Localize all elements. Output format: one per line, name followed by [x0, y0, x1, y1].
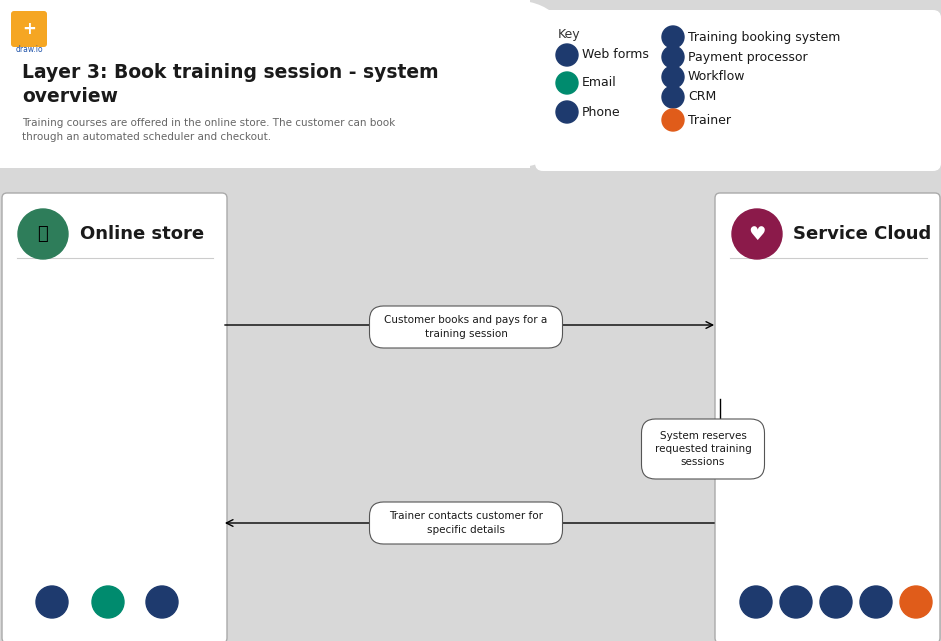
- Text: ♥: ♥: [748, 224, 766, 244]
- FancyBboxPatch shape: [0, 0, 530, 168]
- FancyBboxPatch shape: [715, 193, 940, 641]
- Circle shape: [146, 586, 178, 618]
- FancyBboxPatch shape: [11, 11, 47, 47]
- Circle shape: [18, 209, 68, 259]
- Circle shape: [900, 586, 932, 618]
- Text: Web forms: Web forms: [582, 49, 649, 62]
- Circle shape: [556, 72, 578, 94]
- Circle shape: [556, 101, 578, 123]
- Text: System reserves
requested training
sessions: System reserves requested training sessi…: [655, 431, 751, 467]
- Circle shape: [860, 586, 892, 618]
- Text: Trainer contacts customer for
specific details: Trainer contacts customer for specific d…: [389, 512, 543, 535]
- Text: Key: Key: [558, 28, 581, 41]
- Text: Layer 3: Book training session - system
overview: Layer 3: Book training session - system …: [22, 63, 439, 106]
- Text: Payment processor: Payment processor: [688, 51, 807, 63]
- Circle shape: [662, 86, 684, 108]
- Circle shape: [732, 209, 782, 259]
- FancyBboxPatch shape: [535, 10, 941, 171]
- Text: Trainer: Trainer: [688, 113, 731, 126]
- FancyBboxPatch shape: [642, 419, 764, 479]
- Text: Phone: Phone: [582, 106, 621, 119]
- Text: Customer books and pays for a
training session: Customer books and pays for a training s…: [384, 315, 548, 338]
- FancyBboxPatch shape: [370, 306, 563, 348]
- FancyBboxPatch shape: [2, 193, 227, 641]
- Circle shape: [662, 46, 684, 68]
- Circle shape: [662, 109, 684, 131]
- Text: Training courses are offered in the online store. The customer can book
through : Training courses are offered in the onli…: [22, 118, 395, 142]
- Circle shape: [780, 586, 812, 618]
- Circle shape: [740, 586, 772, 618]
- Text: Training booking system: Training booking system: [688, 31, 840, 44]
- Circle shape: [36, 586, 68, 618]
- Text: draw.io: draw.io: [15, 46, 42, 54]
- Text: Online store: Online store: [80, 225, 204, 243]
- Text: +: +: [22, 20, 36, 38]
- Circle shape: [662, 66, 684, 88]
- Text: 🛒: 🛒: [38, 225, 48, 243]
- Circle shape: [662, 26, 684, 48]
- Text: Email: Email: [582, 76, 616, 90]
- Circle shape: [556, 44, 578, 66]
- Circle shape: [820, 586, 852, 618]
- Text: Workflow: Workflow: [688, 71, 745, 83]
- FancyBboxPatch shape: [370, 502, 563, 544]
- Circle shape: [92, 586, 124, 618]
- Text: Service Cloud: Service Cloud: [793, 225, 932, 243]
- Text: CRM: CRM: [688, 90, 716, 103]
- FancyBboxPatch shape: [0, 0, 570, 168]
